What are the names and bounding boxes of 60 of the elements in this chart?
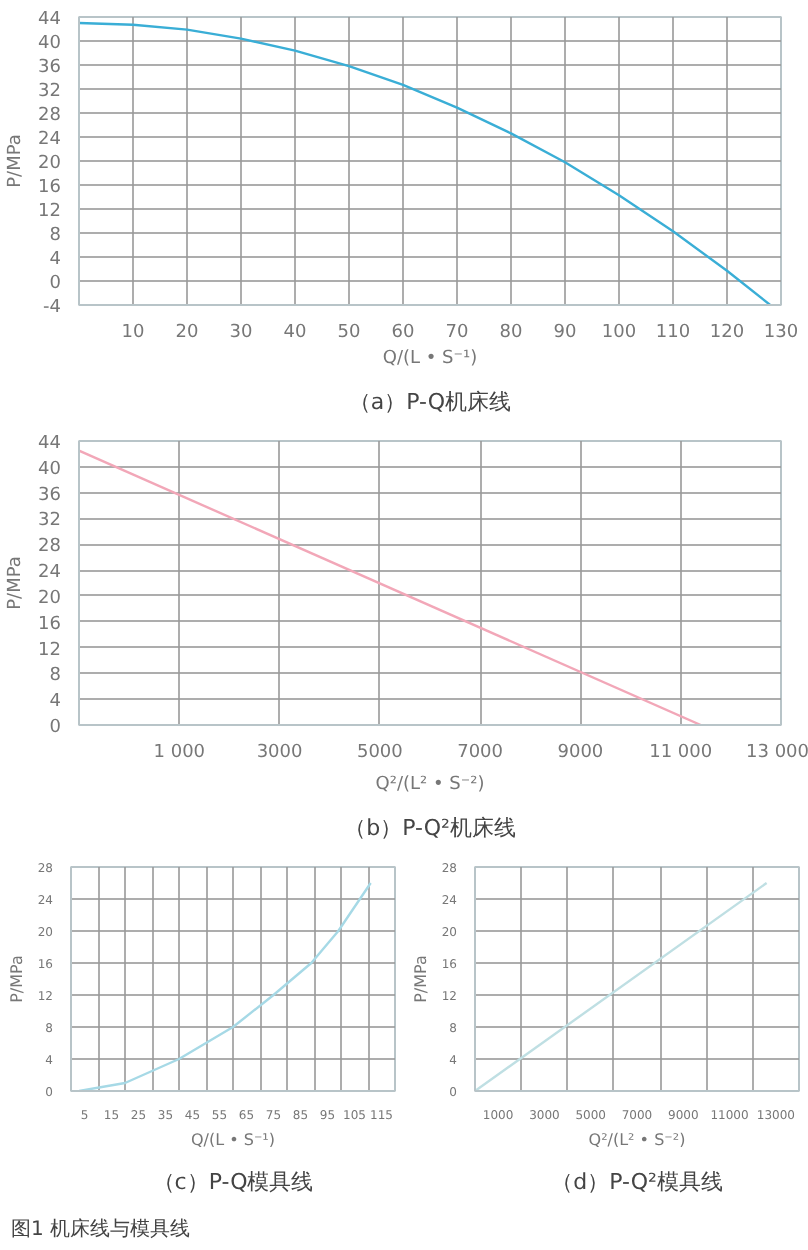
x-tick-label: 80 [499, 323, 523, 343]
x-tick-label: 20 [175, 323, 199, 343]
y-tick-label: 4 [49, 692, 62, 713]
caption: 图1 机床线与模具线 [11, 1217, 191, 1241]
x-tick-label: 70 [445, 323, 469, 343]
x-axis-title: Q/(L • S⁻¹) [382, 349, 478, 369]
text: （b）P-Q²机床线 [344, 815, 516, 841]
y-tick-label: 0 [49, 718, 62, 738]
x-tick-label: 13 000 [746, 743, 808, 763]
y-tick-label: 40 [38, 459, 62, 480]
text: （d）P-Q²模具线 [551, 1169, 723, 1195]
y-tick-label: 36 [38, 58, 62, 78]
x-tick-label: 110 [655, 323, 691, 343]
y-tick-label: 32 [38, 511, 61, 532]
x-tick-label: 9000 [557, 743, 604, 763]
y-tick-label: 20 [38, 588, 62, 609]
y-tick-label: 12 [38, 640, 61, 661]
y-tick-label: 36 [38, 485, 62, 506]
y-tick-label: -4 [43, 298, 62, 318]
y-tick-label: 44 [38, 10, 62, 30]
y-tick-label: 28 [38, 106, 62, 126]
y-tick-label: 16 [38, 178, 62, 198]
y-tick-label: 8 [49, 226, 62, 246]
x-tick-label: 130 [763, 323, 799, 343]
y-tick-label: 8 [49, 666, 62, 687]
y-axis-title: P/MPa [6, 134, 27, 188]
line-series [79, 21, 772, 305]
y-tick-label: 4 [49, 250, 62, 270]
y-tick-label: 24 [38, 130, 62, 150]
y-tick-label: 0 [49, 274, 62, 294]
y-tick-label: 20 [38, 154, 62, 174]
y-tick-label: 28 [38, 537, 62, 558]
x-tick-label: 100 [601, 323, 637, 343]
x-axis-title: Q²/(L² • S⁻²) [375, 775, 485, 795]
x-tick-label: 50 [337, 323, 361, 343]
text: （a）P-Q机床线 [348, 389, 512, 415]
x-axis-title: Q²/(L² • S⁻²) [588, 1131, 686, 1149]
y-tick-label: 16 [38, 614, 62, 635]
x-axis-title: Q/(L • S⁻¹) [191, 1131, 276, 1149]
x-tick-label: 60 [391, 323, 415, 343]
x-tick-label: 5000 [356, 743, 404, 763]
line-series [77, 881, 372, 1091]
x-tick-label: 11 000 [649, 743, 713, 763]
x-tick-label: 30 [229, 323, 253, 343]
text: （c）P-Q模具线 [152, 1169, 314, 1195]
y-tick-label: 44 [38, 434, 62, 454]
y-tick-label: 40 [38, 34, 62, 54]
y-axis-title: P/MPa [6, 556, 27, 610]
x-tick-label: 40 [283, 323, 307, 343]
y-axis-title: P/MPa [411, 955, 430, 1003]
x-tick-label: 7000 [457, 743, 504, 763]
y-axis-title: P/MPa [7, 955, 26, 1003]
x-tick-label: 90 [553, 323, 577, 343]
x-tick-label: 10 [121, 323, 145, 343]
y-tick-label: 24 [38, 563, 62, 584]
x-tick-label: 3000 [256, 743, 304, 763]
y-tick-label: 32 [38, 82, 61, 102]
x-tick-label: 1 000 [153, 743, 206, 763]
y-tick-label: 12 [38, 202, 61, 222]
x-tick-label: 120 [709, 323, 745, 343]
